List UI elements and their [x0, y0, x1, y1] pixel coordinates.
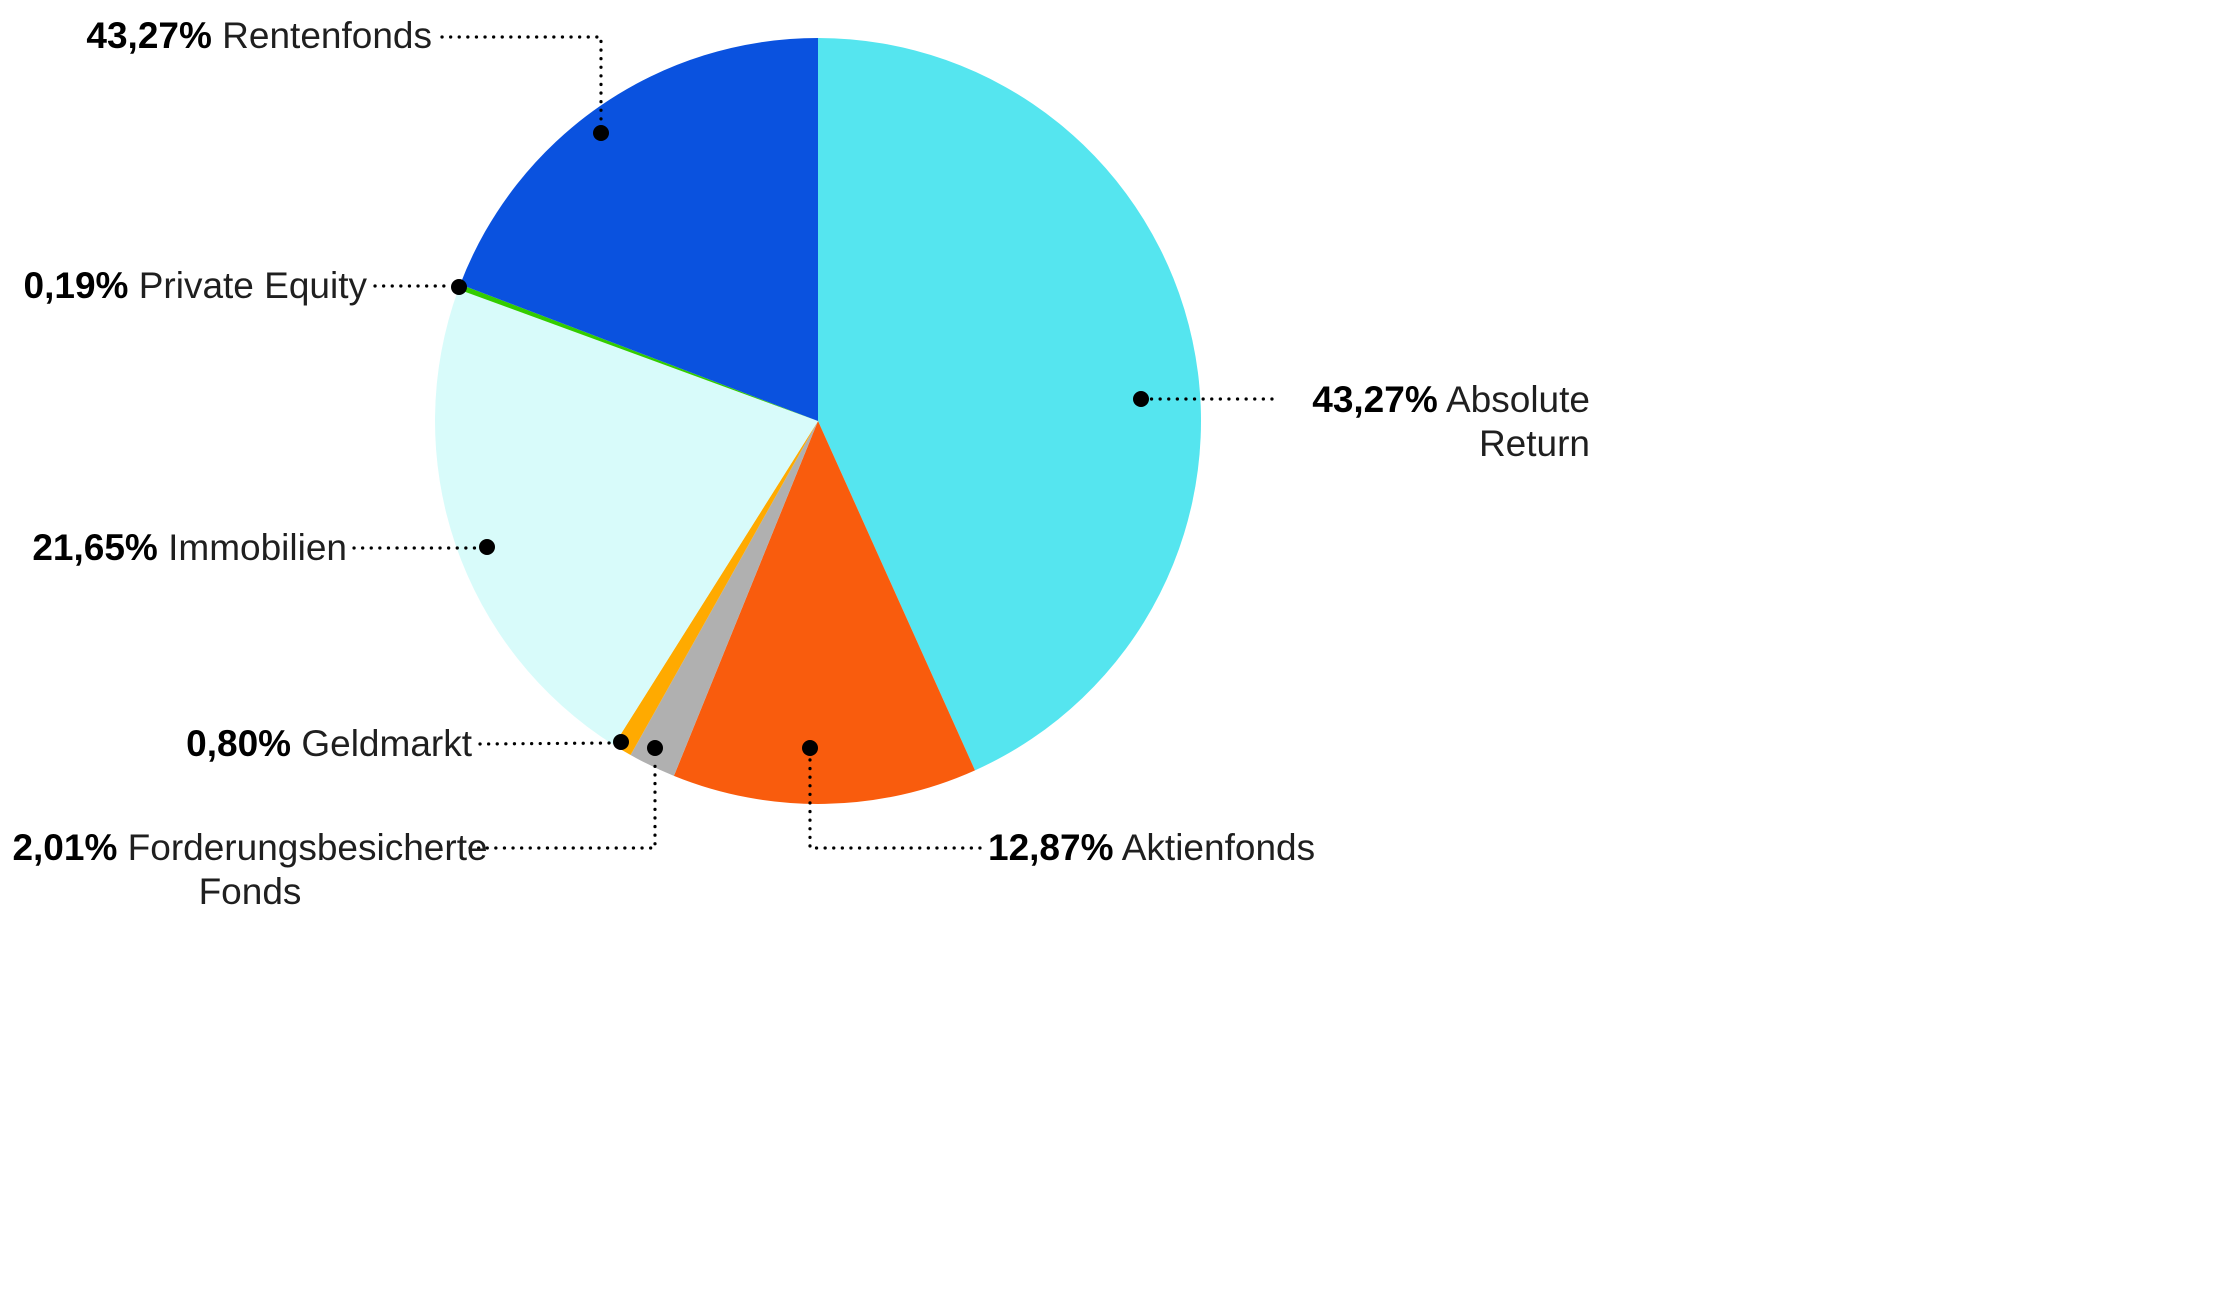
category-name: Immobilien [168, 527, 347, 568]
pie-slice-immobilien [435, 289, 818, 746]
pie-slice-forderungsbesicherte-fonds [630, 421, 818, 776]
leader-lines-group [352, 35, 1274, 850]
label-aktienfonds: 12,87% Aktienfonds [988, 826, 1315, 870]
label-geldmarkt: 0,80% Geldmarkt [186, 722, 472, 766]
leader-line-forderungsbesicherte [468, 756, 657, 850]
leader-line-rentenfonds [440, 35, 603, 126]
callout-dot-aktienfonds [802, 740, 818, 756]
label-absolute-return: 43,27% Absolute Return [1278, 378, 1590, 465]
leader-line-geldmarkt [478, 741, 614, 746]
leader-dots-group [451, 125, 1149, 756]
percent-value: 12,87% [988, 827, 1114, 868]
percent-value: 0,80% [186, 723, 292, 764]
category-name: Geldmarkt [301, 723, 472, 764]
label-rentenfonds: 43,27% Rentenfonds [86, 14, 432, 58]
category-name: Absolute Return [1446, 379, 1590, 464]
callout-dot-absolute-return [1133, 391, 1149, 407]
percent-value: 43,27% [86, 15, 212, 56]
callout-dot-private-equity [451, 279, 467, 295]
pie-slices-group [435, 38, 1201, 804]
pie-slice-rentenfonds [460, 38, 818, 421]
category-name: Rentenfonds [222, 15, 432, 56]
pie-slice-aktienfonds [673, 421, 975, 804]
category-name: Private Equity [138, 265, 367, 306]
category-name: Aktienfonds [1121, 827, 1316, 868]
callout-dot-rentenfonds [593, 125, 609, 141]
percent-value: 21,65% [32, 527, 158, 568]
callout-dot-geldmarkt [613, 734, 629, 750]
label-forderungsbesicherte-fonds: 2,01% Forderungsbesicherte Fonds [0, 826, 500, 913]
pie-slice-absolute-return [818, 38, 1201, 771]
callout-dot-forderungsbesicherte [647, 740, 663, 756]
percent-value: 0,19% [23, 265, 129, 306]
pie-slice-geldmarkt [613, 421, 818, 755]
label-immobilien: 21,65% Immobilien [32, 526, 347, 570]
callout-dot-immobilien [479, 539, 495, 555]
percent-value: 43,27% [1312, 379, 1438, 420]
percent-value: 2,01% [12, 827, 118, 868]
label-private-equity: 0,19% Private Equity [24, 264, 367, 308]
pie-slice-private-equity [458, 284, 818, 421]
category-name: Forderungsbesicherte Fonds [127, 827, 488, 912]
